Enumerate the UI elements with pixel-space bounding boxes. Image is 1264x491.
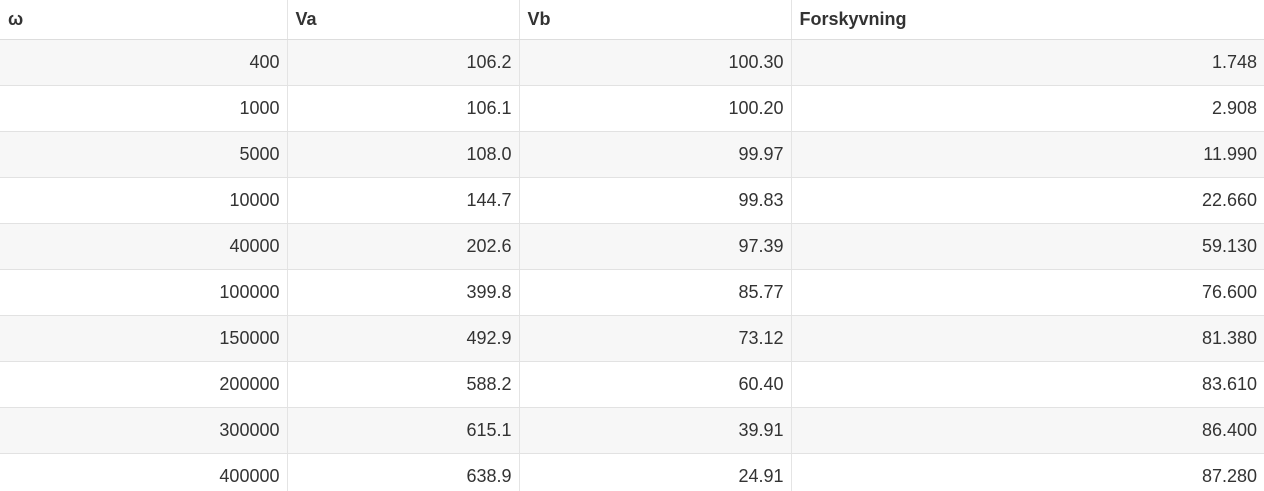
cell-omega: 40000 [0,223,288,270]
cell-forskyvning: 87.280 [791,453,1264,491]
cell-va: 492.9 [287,315,520,362]
cell-vb: 73.12 [519,315,792,362]
cell-va: 108.0 [287,131,520,178]
cell-vb: 100.20 [519,85,792,132]
table-row: 400 106.2 100.30 1.748 [0,39,1264,86]
cell-forskyvning: 2.908 [791,85,1264,132]
table-row: 200000 588.2 60.40 83.610 [0,361,1264,408]
cell-va: 638.9 [287,453,520,491]
cell-vb: 60.40 [519,361,792,408]
cell-va: 144.7 [287,177,520,224]
cell-omega: 100000 [0,269,288,316]
cell-forskyvning: 59.130 [791,223,1264,270]
table-row: 1000 106.1 100.20 2.908 [0,85,1264,132]
cell-va: 399.8 [287,269,520,316]
cell-omega: 300000 [0,407,288,454]
table-row: 150000 492.9 73.12 81.380 [0,315,1264,362]
cell-forskyvning: 83.610 [791,361,1264,408]
cell-va: 106.2 [287,39,520,86]
cell-vb: 39.91 [519,407,792,454]
column-header-vb[interactable]: Vb [519,0,792,40]
cell-forskyvning: 81.380 [791,315,1264,362]
cell-omega: 400 [0,39,288,86]
table-row: 300000 615.1 39.91 86.400 [0,407,1264,454]
cell-va: 588.2 [287,361,520,408]
table-row: 100000 399.8 85.77 76.600 [0,269,1264,316]
table-row: 40000 202.6 97.39 59.130 [0,223,1264,270]
cell-va: 106.1 [287,85,520,132]
cell-vb: 100.30 [519,39,792,86]
cell-vb: 99.97 [519,131,792,178]
cell-vb: 85.77 [519,269,792,316]
cell-vb: 99.83 [519,177,792,224]
cell-forskyvning: 22.660 [791,177,1264,224]
cell-omega: 5000 [0,131,288,178]
cell-omega: 1000 [0,85,288,132]
column-header-va[interactable]: Va [287,0,520,40]
cell-va: 615.1 [287,407,520,454]
cell-omega: 200000 [0,361,288,408]
cell-vb: 97.39 [519,223,792,270]
cell-forskyvning: 1.748 [791,39,1264,86]
column-header-forskyvning[interactable]: Forskyvning [791,0,1264,40]
cell-vb: 24.91 [519,453,792,491]
table-row: 5000 108.0 99.97 11.990 [0,131,1264,178]
cell-omega: 400000 [0,453,288,491]
cell-omega: 150000 [0,315,288,362]
table-header-row: ω Va Vb Forskyvning [0,0,1264,40]
table-row: 10000 144.7 99.83 22.660 [0,177,1264,224]
cell-omega: 10000 [0,177,288,224]
cell-forskyvning: 11.990 [791,131,1264,178]
cell-forskyvning: 76.600 [791,269,1264,316]
table-row: 400000 638.9 24.91 87.280 [0,453,1264,491]
column-header-omega[interactable]: ω [0,0,288,40]
cell-va: 202.6 [287,223,520,270]
cell-forskyvning: 86.400 [791,407,1264,454]
